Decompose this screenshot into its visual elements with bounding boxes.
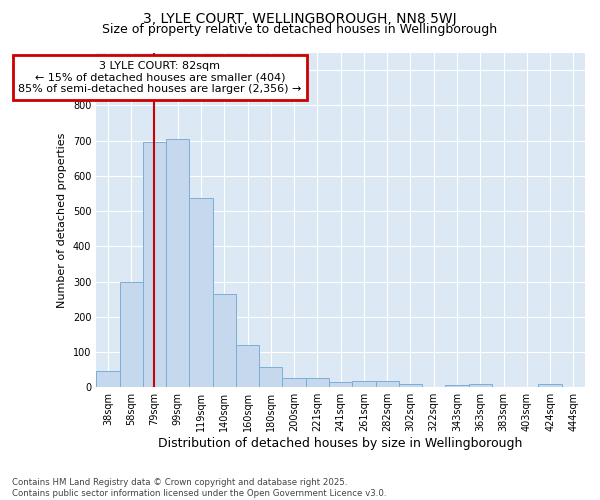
Bar	[492, 386, 515, 387]
Text: Contains HM Land Registry data © Crown copyright and database right 2025.
Contai: Contains HM Land Registry data © Crown c…	[12, 478, 386, 498]
Bar	[283, 378, 306, 387]
Bar	[236, 345, 259, 387]
Bar	[190, 198, 212, 387]
Bar	[212, 294, 236, 387]
Bar	[538, 384, 562, 387]
Bar	[445, 386, 469, 387]
Text: 3, LYLE COURT, WELLINGBOROUGH, NN8 5WJ: 3, LYLE COURT, WELLINGBOROUGH, NN8 5WJ	[143, 12, 457, 26]
X-axis label: Distribution of detached houses by size in Wellingborough: Distribution of detached houses by size …	[158, 437, 523, 450]
Text: Size of property relative to detached houses in Wellingborough: Size of property relative to detached ho…	[103, 22, 497, 36]
Text: 3 LYLE COURT: 82sqm
← 15% of detached houses are smaller (404)
85% of semi-detac: 3 LYLE COURT: 82sqm ← 15% of detached ho…	[18, 61, 301, 94]
Bar	[306, 378, 329, 387]
Bar	[376, 381, 399, 387]
Bar	[469, 384, 492, 387]
Bar	[329, 382, 352, 387]
Bar	[399, 384, 422, 387]
Bar	[96, 372, 119, 387]
Bar	[259, 367, 283, 387]
Y-axis label: Number of detached properties: Number of detached properties	[58, 132, 67, 308]
Bar	[166, 139, 190, 387]
Bar	[119, 282, 143, 387]
Bar	[352, 381, 376, 387]
Bar	[143, 142, 166, 387]
